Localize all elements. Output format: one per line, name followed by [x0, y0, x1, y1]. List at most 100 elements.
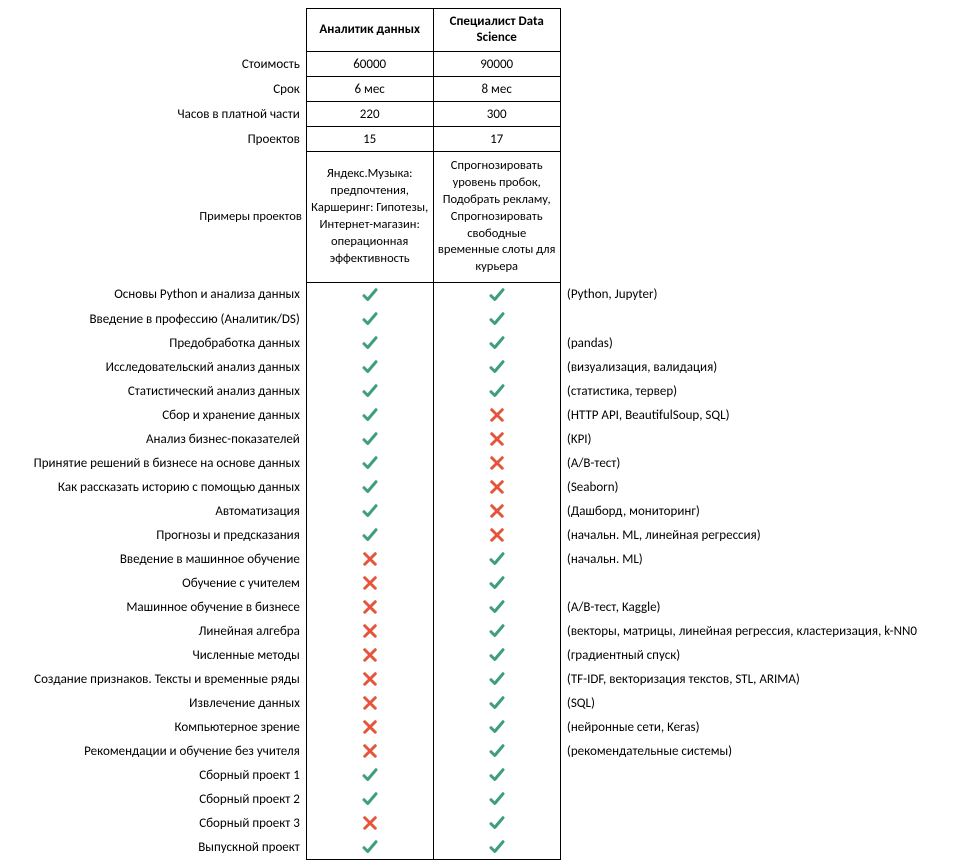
check-icon [361, 430, 379, 448]
module-note: (Python, Jupyter) [560, 283, 956, 308]
header-col2: Специалист Data Science [433, 9, 560, 52]
check-icon [361, 406, 379, 424]
module-label: Обучение с учителем [8, 571, 306, 595]
module-c2 [433, 667, 560, 691]
module-c2 [433, 547, 560, 571]
module-label: Сборный проект 1 [8, 763, 306, 787]
module-label: Сборный проект 3 [8, 811, 306, 835]
module-label: Как рассказать историю с помощью данных [8, 475, 306, 499]
module-note: (начальн. ML) [560, 547, 956, 571]
check-icon [361, 454, 379, 472]
module-note: (HTTP API, BeautifulSoup, SQL) [560, 403, 956, 427]
check-icon [361, 286, 379, 304]
module-label: Извлечение данных [8, 691, 306, 715]
module-c2 [433, 403, 560, 427]
module-c2 [433, 643, 560, 667]
module-note: (Seaborn) [560, 475, 956, 499]
cross-icon [488, 406, 506, 424]
module-c2 [433, 451, 560, 475]
check-icon [488, 382, 506, 400]
check-icon [361, 358, 379, 376]
cross-icon [361, 598, 379, 616]
module-label: Принятие решений в бизнесе на основе дан… [8, 451, 306, 475]
module-note: (KPI) [560, 427, 956, 451]
check-icon [488, 286, 506, 304]
module-label: Введение в машинное обучение [8, 547, 306, 571]
module-c1 [306, 571, 433, 595]
module-c1 [306, 379, 433, 403]
module-note: (визуализация, валидация) [560, 355, 956, 379]
check-icon [488, 838, 506, 856]
check-icon [361, 310, 379, 328]
module-label: Численные методы [8, 643, 306, 667]
summary-label: Срок [8, 77, 306, 102]
summary-c1: 15 [306, 127, 433, 152]
check-icon [488, 790, 506, 808]
module-note [560, 307, 956, 331]
module-c1 [306, 427, 433, 451]
cross-icon [488, 430, 506, 448]
comparison-table: Аналитик данныхСпециалист Data ScienceСт… [8, 8, 956, 860]
module-c2 [433, 331, 560, 355]
module-label: Анализ бизнес-показателей [8, 427, 306, 451]
module-label: Основы Python и анализа данных [8, 283, 306, 308]
cross-icon [361, 670, 379, 688]
cross-icon [361, 646, 379, 664]
module-c1 [306, 307, 433, 331]
module-note: (TF-IDF, векторизация текстов, STL, ARIM… [560, 667, 956, 691]
module-note [560, 787, 956, 811]
module-note: (рекомендательные системы) [560, 739, 956, 763]
check-icon [361, 766, 379, 784]
module-c1 [306, 787, 433, 811]
module-label: Создание признаков. Тексты и временные р… [8, 667, 306, 691]
cross-icon [361, 742, 379, 760]
module-note: (A/B-тест) [560, 451, 956, 475]
module-c1 [306, 715, 433, 739]
module-note [560, 763, 956, 787]
module-c1 [306, 667, 433, 691]
module-note: (векторы, матрицы, линейная регрессия, к… [560, 619, 956, 643]
check-icon [361, 478, 379, 496]
examples-label: Примеры проектов [8, 152, 306, 283]
module-c1 [306, 835, 433, 860]
module-c2 [433, 763, 560, 787]
cross-icon [488, 454, 506, 472]
summary-c2: 17 [433, 127, 560, 152]
module-note: (статистика, тервер) [560, 379, 956, 403]
module-c1 [306, 475, 433, 499]
summary-label: Стоимость [8, 52, 306, 77]
module-label: Рекомендации и обучение без учителя [8, 739, 306, 763]
module-c2 [433, 379, 560, 403]
module-c2 [433, 283, 560, 308]
check-icon [488, 574, 506, 592]
module-c2 [433, 691, 560, 715]
module-c1 [306, 763, 433, 787]
check-icon [361, 790, 379, 808]
check-icon [361, 502, 379, 520]
module-label: Исследовательский анализ данных [8, 355, 306, 379]
check-icon [361, 334, 379, 352]
module-c1 [306, 643, 433, 667]
cross-icon [361, 550, 379, 568]
check-icon [361, 526, 379, 544]
summary-c1: 60000 [306, 52, 433, 77]
check-icon [488, 742, 506, 760]
check-icon [361, 838, 379, 856]
check-icon [488, 550, 506, 568]
module-note: (градиентный спуск) [560, 643, 956, 667]
module-c2 [433, 499, 560, 523]
check-icon [361, 382, 379, 400]
module-note [560, 811, 956, 835]
module-c2 [433, 715, 560, 739]
module-c1 [306, 355, 433, 379]
summary-c1: 220 [306, 102, 433, 127]
module-c1 [306, 523, 433, 547]
examples-c2: Спрогнозировать уровень пробок, Подобрат… [433, 152, 560, 283]
module-c2 [433, 739, 560, 763]
module-c1 [306, 331, 433, 355]
module-label: Сборный проект 2 [8, 787, 306, 811]
module-c2 [433, 355, 560, 379]
header-spacer [8, 9, 306, 52]
module-c2 [433, 835, 560, 860]
module-c2 [433, 811, 560, 835]
